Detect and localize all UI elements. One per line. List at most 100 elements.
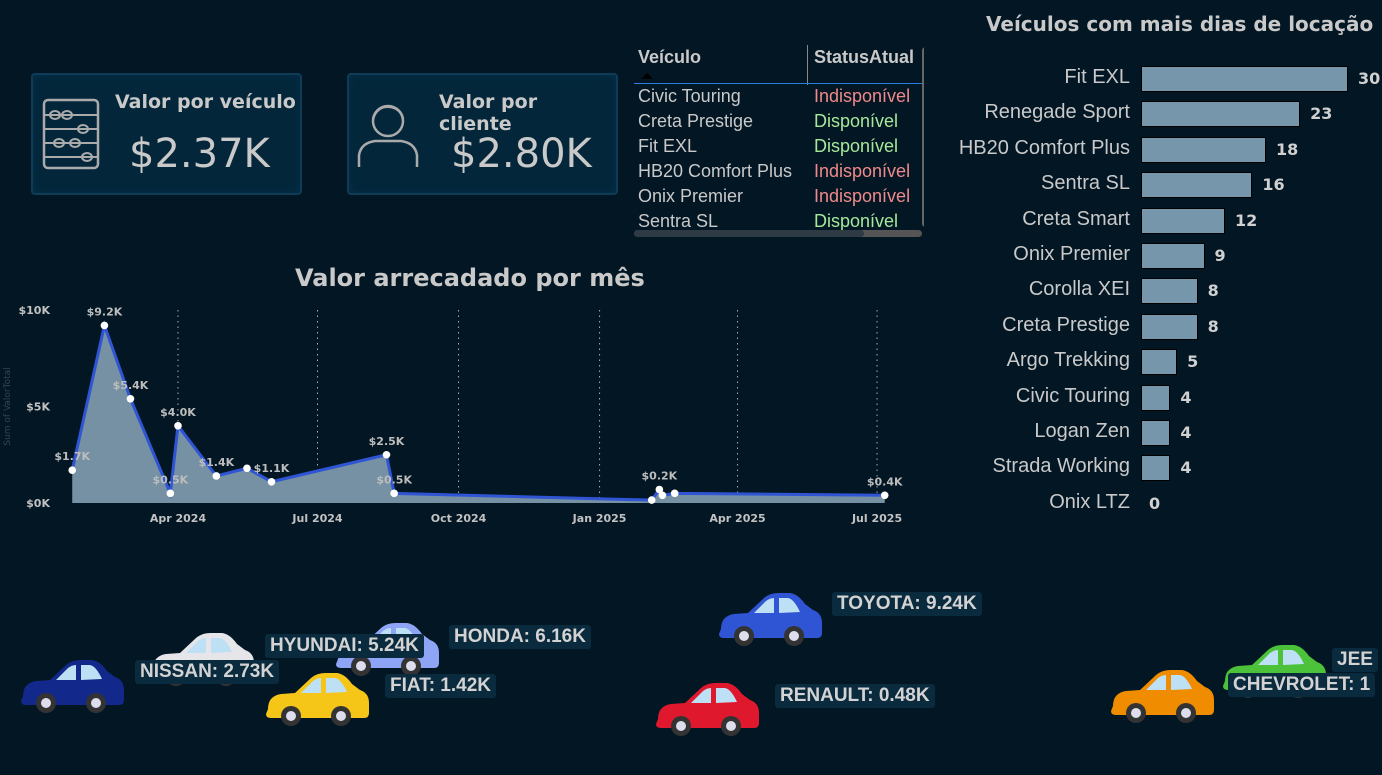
bar-value-label: 12 — [1235, 210, 1258, 230]
bar[interactable] — [1141, 172, 1253, 199]
data-point — [166, 489, 175, 498]
vehicle-cell: Fit EXL — [638, 136, 698, 156]
bar-row[interactable]: Strada Working 4 — [900, 453, 1382, 483]
data-label: $2.5K — [369, 435, 405, 448]
bar-row[interactable]: Creta Prestige 8 — [900, 312, 1382, 342]
data-label: $4.0K — [160, 406, 196, 419]
column-header-status[interactable]: StatusAtual — [814, 47, 915, 67]
column-header-veiculo[interactable]: Veículo — [638, 47, 702, 67]
bar-category-label: Creta Smart — [1022, 207, 1130, 230]
bar[interactable] — [1141, 278, 1198, 305]
data-point — [68, 466, 77, 474]
bar-value-label: 23 — [1310, 104, 1333, 124]
data-point — [390, 489, 398, 498]
bar-row[interactable]: Civic Touring 4 — [900, 383, 1382, 413]
bar-value-label: 8 — [1207, 281, 1219, 301]
bar-category-label: Argo Trekking — [1006, 349, 1130, 372]
bar-value-label: 4 — [1180, 423, 1192, 442]
status-cell: Indisponível — [814, 86, 911, 106]
brand-revenue-label: TOYOTA: 9.24K — [832, 592, 982, 616]
vertical-scrollbar[interactable] — [922, 47, 924, 227]
bar-row[interactable]: Argo Trekking 5 — [900, 347, 1382, 377]
data-label: $1.7K — [54, 450, 90, 463]
status-cell: Disponível — [814, 211, 899, 231]
car-icon[interactable] — [265, 665, 370, 727]
user-icon — [357, 104, 419, 167]
bar-category-label: Fit EXL — [1064, 66, 1130, 88]
car-icon[interactable] — [655, 675, 760, 737]
car-icon[interactable] — [718, 585, 823, 647]
bar[interactable] — [1141, 207, 1225, 234]
abacus-icon — [42, 98, 100, 170]
data-point — [880, 491, 889, 500]
data-point — [212, 472, 221, 480]
bar-row[interactable]: HB20 Comfort Plus 18 — [900, 135, 1382, 165]
bar-row[interactable]: Corolla XEI 8 — [900, 276, 1382, 306]
table-row[interactable]: Civic Touring Indisponível — [638, 86, 924, 111]
bar[interactable] — [1141, 349, 1178, 376]
kpi-value: $2.80K — [451, 131, 592, 177]
car-icon[interactable] — [1110, 662, 1215, 724]
car-icon[interactable] — [20, 652, 125, 714]
x-tick-label: Apr 2025 — [709, 512, 765, 525]
bar[interactable] — [1141, 455, 1171, 482]
bar[interactable] — [1141, 384, 1171, 411]
table-row[interactable]: HB20 Comfort Plus Indisponível — [638, 161, 924, 186]
bar-category-label: Sentra SL — [1041, 172, 1130, 195]
bar[interactable] — [1141, 66, 1348, 92]
bar-row[interactable]: Fit EXL 30 — [900, 64, 1382, 94]
bar-category-label: Onix Premier — [1013, 243, 1130, 265]
bar-row[interactable]: Onix Premier 9 — [900, 241, 1382, 271]
x-tick-label: Jul 2025 — [851, 512, 902, 525]
table-row[interactable]: Onix Premier Indisponível — [638, 186, 924, 211]
data-point — [382, 450, 391, 459]
sort-ascending-icon[interactable] — [641, 73, 653, 79]
x-tick-label: Jan 2025 — [572, 512, 627, 525]
vehicle-cell: Creta Prestige — [638, 111, 754, 131]
bar[interactable] — [1141, 243, 1205, 269]
bar-value-label: 4 — [1180, 458, 1192, 478]
table-row[interactable]: Fit EXL Disponível — [638, 136, 924, 161]
data-point — [267, 477, 276, 486]
bar[interactable] — [1141, 313, 1198, 340]
data-label: $1.1K — [254, 462, 290, 475]
bar-row[interactable]: Renegade Sport 23 — [900, 99, 1382, 129]
data-point — [243, 464, 251, 473]
scrollbar-thumb[interactable] — [634, 230, 864, 237]
kpi-title: Valor por veículo — [115, 91, 296, 113]
data-point — [126, 394, 135, 403]
table-row[interactable]: Sentra SL Disponível — [638, 211, 924, 236]
data-point — [655, 485, 664, 494]
bar[interactable] — [1141, 101, 1301, 128]
data-label: $0.2K — [642, 469, 678, 482]
kpi-title: Valor por cliente — [439, 91, 538, 135]
status-cell: Indisponível — [814, 161, 911, 181]
y-axis-label: Sum of ValorTotal — [3, 367, 13, 445]
bar-value-label: 18 — [1276, 139, 1299, 159]
kpi-card-valor-por-cliente: Valor por cliente $2.80K — [347, 73, 618, 195]
area-fill — [72, 325, 885, 503]
column-divider — [807, 45, 808, 85]
bar[interactable] — [1141, 420, 1171, 446]
bar-value-label: 16 — [1262, 175, 1285, 195]
bar-value-label: 4 — [1180, 387, 1192, 407]
data-point — [100, 321, 109, 330]
header-underline — [634, 83, 922, 84]
line-chart-title: Valor arrecadado por mês — [295, 264, 645, 292]
x-tick-label: Oct 2024 — [431, 512, 487, 525]
bar-row[interactable]: Sentra SL 16 — [900, 170, 1382, 200]
y-tick-label: $0K — [26, 497, 50, 510]
horizontal-scrollbar[interactable] — [634, 230, 922, 237]
bar-row[interactable]: Creta Smart 12 — [900, 206, 1382, 236]
vehicle-cell: Onix Premier — [638, 186, 744, 206]
bar-category-label: Renegade Sport — [984, 101, 1130, 124]
bar-row[interactable]: Logan Zen 4 — [900, 418, 1382, 448]
data-label: $1.4K — [198, 456, 234, 469]
bar-row[interactable]: Onix LTZ 0 — [900, 489, 1382, 519]
table-row[interactable]: Creta Prestige Disponível — [638, 111, 924, 136]
x-tick-label: Apr 2024 — [150, 512, 207, 525]
brand-revenue-label: JEE — [1332, 648, 1378, 672]
brand-revenue-label: CHEVROLET: 1 — [1228, 673, 1376, 697]
monthly-revenue-chart: Apr 2024 Jul 2024 Oct 2024 Jan 2025 Apr 2025… — [3, 304, 903, 525]
bar[interactable] — [1141, 136, 1266, 163]
